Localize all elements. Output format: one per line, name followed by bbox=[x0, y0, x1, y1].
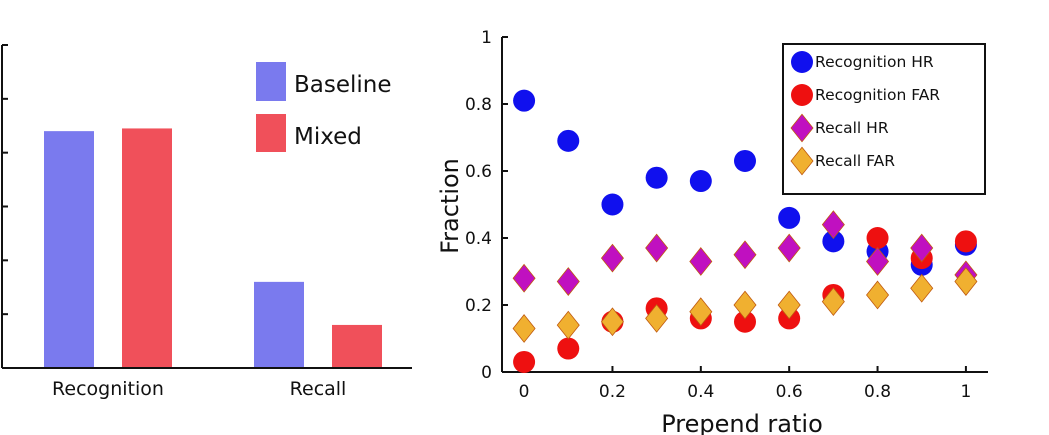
point-recognition-far bbox=[513, 350, 536, 373]
point-recall-hr bbox=[733, 240, 757, 270]
scatter-x-tick-label: 0.6 bbox=[776, 382, 803, 402]
point-recognition-hr bbox=[645, 166, 668, 189]
point-recognition-hr bbox=[601, 193, 624, 216]
point-recall-far bbox=[600, 307, 624, 337]
point-recognition-hr bbox=[778, 206, 801, 229]
scatter-x-tick-label: 1 bbox=[960, 382, 971, 402]
legend-swatch-mixed bbox=[256, 114, 286, 152]
point-recognition-far bbox=[734, 310, 756, 333]
point-recall-hr bbox=[600, 243, 624, 273]
bar-mixed-recognition bbox=[122, 128, 172, 368]
bar-y-ticks bbox=[2, 44, 8, 316]
point-recall-far bbox=[821, 287, 845, 317]
scatter-y-ticks: 0 0.2 0.4 0.6 0.8 1 bbox=[465, 28, 508, 383]
legend-swatch-baseline bbox=[256, 62, 286, 101]
scatter-legend: Recognition HR Recognition FAR Recall HR Re… bbox=[782, 43, 986, 195]
scatter-y-tick-label: 0 bbox=[481, 363, 492, 383]
point-recall-hr bbox=[821, 210, 845, 239]
scatter-x-tick-label: 0 bbox=[519, 382, 530, 402]
point-recognition-hr bbox=[689, 170, 712, 193]
bar-baseline-recognition bbox=[44, 131, 94, 368]
scatter-y-tick-label: 0.4 bbox=[465, 229, 492, 249]
scatter-y-axis-title: Fraction bbox=[436, 158, 464, 254]
point-recall-far bbox=[645, 304, 669, 333]
scatter-y-tick-label: 0.2 bbox=[465, 296, 492, 316]
scatter-chart: 0 0.2 0.4 0.6 0.8 1 0 0.2 0.4 0.6 0.8 1 Fraction P… bbox=[436, 28, 988, 435]
legend-label-baseline: Baseline bbox=[294, 72, 392, 98]
scatter-x-tick-label: 0.8 bbox=[864, 382, 891, 402]
bar-mixed-recall bbox=[332, 324, 382, 368]
point-recall-far bbox=[777, 290, 801, 320]
legend-label-recall-far: Recall FAR bbox=[815, 152, 895, 170]
bar-category-label-recall: Recall bbox=[290, 378, 347, 400]
scatter-y-tick-label: 0.8 bbox=[465, 95, 492, 115]
scatter-legend-box bbox=[782, 43, 986, 195]
point-recall-far bbox=[866, 280, 890, 310]
legend-marker-recall-hr bbox=[790, 113, 814, 143]
point-recall-hr bbox=[777, 233, 801, 263]
point-recall-far bbox=[733, 290, 757, 320]
legend-marker-recognition-hr bbox=[791, 51, 813, 73]
point-recognition-far bbox=[866, 227, 889, 249]
point-recall-hr bbox=[645, 233, 669, 263]
legend-label-recognition-hr: Recognition HR bbox=[815, 53, 934, 71]
legend-marker-recall-far bbox=[790, 146, 814, 176]
bar-legend: Baseline Mixed bbox=[256, 62, 392, 152]
point-recognition-far bbox=[557, 337, 580, 360]
scatter-y-tick-label: 0.6 bbox=[465, 162, 492, 182]
point-recall-far bbox=[512, 314, 536, 343]
point-recognition-hr bbox=[734, 149, 756, 172]
point-recognition-hr bbox=[513, 89, 536, 112]
point-recall-far bbox=[910, 273, 934, 303]
point-recall-hr bbox=[689, 247, 713, 276]
bar-marks bbox=[44, 128, 382, 368]
legend-label-mixed: Mixed bbox=[294, 124, 362, 150]
point-recall-far bbox=[689, 297, 713, 327]
point-recognition-hr bbox=[822, 230, 845, 253]
legend-marker-recognition-far bbox=[791, 84, 813, 106]
scatter-x-tick-label: 0.4 bbox=[687, 382, 714, 402]
point-recognition-hr bbox=[557, 129, 580, 152]
point-recall-far bbox=[954, 267, 978, 296]
scatter-x-axis-title: Prepend ratio bbox=[661, 410, 823, 435]
point-recall-hr bbox=[512, 263, 536, 293]
scatter-points bbox=[512, 89, 978, 373]
bar-chart: Recognition Recall Baseline Mixed bbox=[1, 44, 412, 400]
bar-baseline-recall bbox=[254, 281, 304, 368]
point-recall-hr bbox=[556, 267, 580, 296]
legend-label-recognition-far: Recognition FAR bbox=[815, 86, 940, 104]
bar-category-label-recognition: Recognition bbox=[52, 378, 164, 400]
scatter-legend-items: Recognition HR Recognition FAR Recall HR Re… bbox=[790, 51, 940, 176]
scatter-x-tick-label: 0.2 bbox=[599, 382, 626, 402]
scatter-y-tick-label: 1 bbox=[481, 28, 492, 48]
scatter-x-ticks: 0 0.2 0.4 0.6 0.8 1 bbox=[519, 366, 971, 402]
legend-label-recall-hr: Recall HR bbox=[815, 119, 889, 137]
point-recognition-far bbox=[954, 230, 977, 253]
point-recall-far bbox=[556, 310, 580, 340]
point-recall-hr bbox=[910, 233, 934, 263]
point-recall-hr bbox=[866, 247, 890, 276]
